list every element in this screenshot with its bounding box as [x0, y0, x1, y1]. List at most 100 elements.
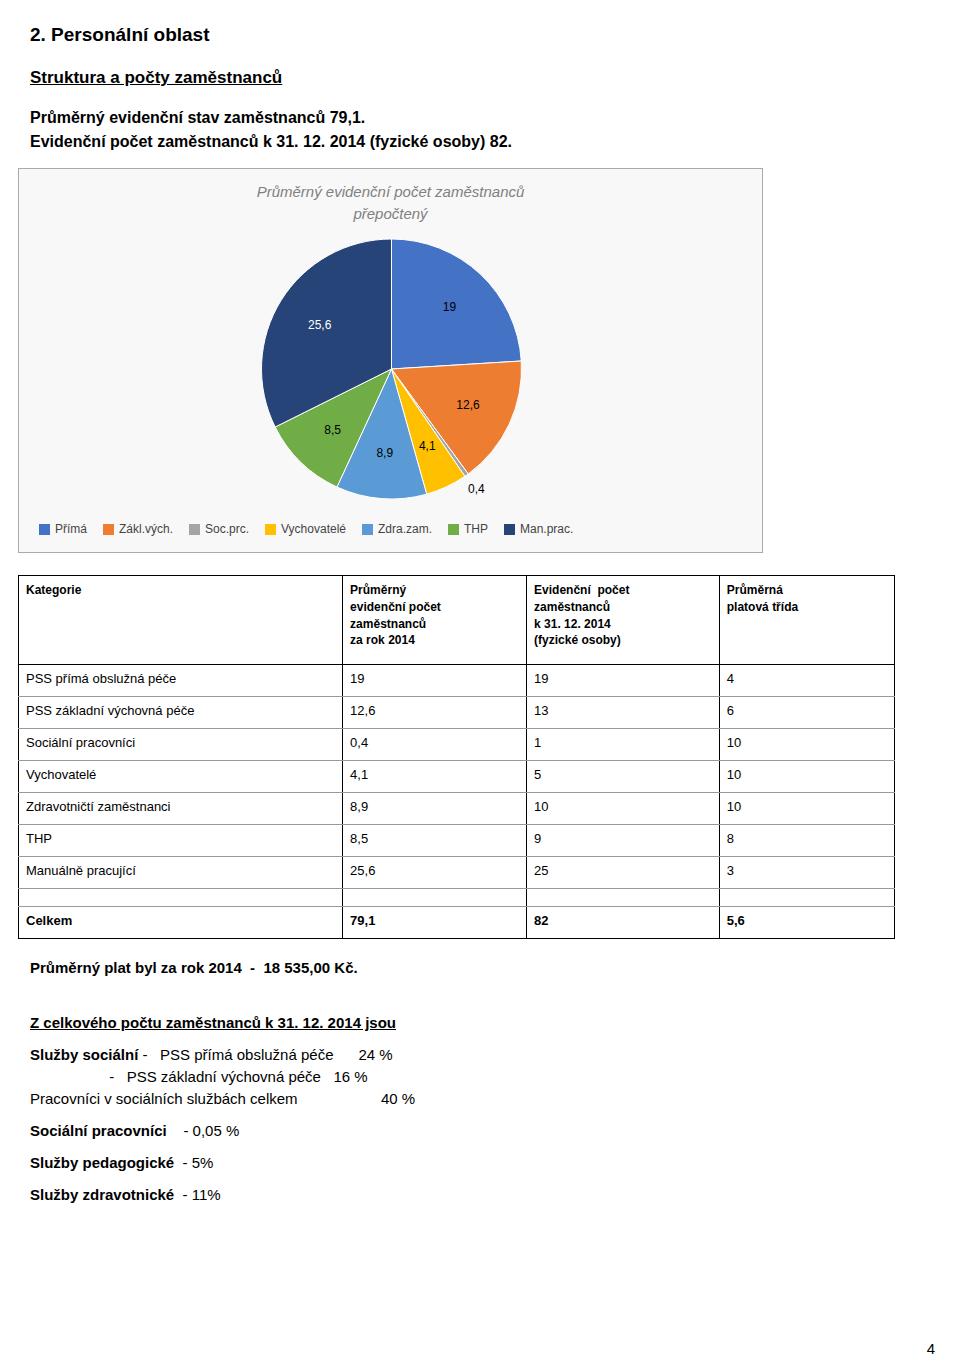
- legend-label: Přímá: [55, 522, 87, 536]
- table-spacer: [719, 889, 894, 907]
- table-header: Evidenční počet zaměstnanců k 31. 12. 20…: [527, 576, 720, 665]
- data-label: 19: [443, 300, 457, 314]
- legend-label: Soc.prc.: [205, 522, 249, 536]
- table-cell: Vychovatelé: [19, 761, 343, 793]
- note-line: Služby sociální - PSS přímá obslužná péč…: [30, 1046, 393, 1064]
- note-bold: Sociální pracovníci: [30, 1122, 167, 1139]
- table-cell: Sociální pracovníci: [19, 729, 343, 761]
- data-label: 8,9: [376, 446, 393, 460]
- table-cell: 8,5: [343, 825, 527, 857]
- table-cell: 3: [719, 857, 894, 889]
- data-label: 12,6: [456, 398, 480, 412]
- chart-title: Průměrný evidenční počet zaměstnanců: [19, 183, 762, 201]
- page-text: Z celkového počtu zaměstnanců k 31. 12. …: [30, 1014, 396, 1032]
- pie-slice: [262, 239, 392, 427]
- table-cell: 9: [527, 825, 720, 857]
- table-cell: 19: [527, 665, 720, 697]
- table-total-cell: 82: [527, 907, 720, 939]
- legend-swatch: [362, 524, 373, 535]
- table-cell: PSS základní výchovná péče: [19, 697, 343, 729]
- legend-item: Zdra.zam.: [362, 522, 432, 536]
- note-text: Pracovníci v sociálních službách celkem …: [30, 1090, 415, 1107]
- pie-slice: [392, 239, 522, 369]
- note-text: - 0,05 %: [167, 1122, 240, 1139]
- legend-label: Man.prac.: [520, 522, 573, 536]
- table-cell: 0,4: [343, 729, 527, 761]
- table-cell: PSS přímá obslužná péče: [19, 665, 343, 697]
- table-header: Průměrný evidenční počet zaměstnanců za …: [343, 576, 527, 665]
- legend: Přímá Zákl.vých. Soc.prc. Vychovatelé Zdra.z…: [39, 522, 742, 536]
- legend-swatch: [189, 524, 200, 535]
- legend-swatch: [504, 524, 515, 535]
- note-text: - 11%: [174, 1186, 220, 1203]
- note-text: - 5%: [174, 1154, 213, 1171]
- table-cell: 10: [719, 761, 894, 793]
- table-cell: Manuálně pracující: [19, 857, 343, 889]
- table-cell: 4: [719, 665, 894, 697]
- legend-label: Zdra.zam.: [378, 522, 432, 536]
- data-label: 25,6: [308, 318, 332, 332]
- table-cell: 8,9: [343, 793, 527, 825]
- legend-swatch: [448, 524, 459, 535]
- legend-label: Zákl.vých.: [119, 522, 173, 536]
- table-cell: 25: [527, 857, 720, 889]
- table-spacer: [19, 889, 343, 907]
- data-label: 0,4: [468, 482, 485, 496]
- pie-chart: 19 12,6 0,4 4,1 8,9 8,5 25,6: [19, 169, 764, 499]
- chart-box: Průměrný evidenční počet zaměstnanců přep…: [18, 168, 763, 553]
- table-cell: Zdravotničtí zaměstnanci: [19, 793, 343, 825]
- legend-swatch: [39, 524, 50, 535]
- legend-label: THP: [464, 522, 488, 536]
- table: KategoriePrůměrný evidenční počet zaměst…: [18, 575, 895, 939]
- table-cell: 10: [719, 793, 894, 825]
- legend-item: Zákl.vých.: [103, 522, 173, 536]
- legend-label: Vychovatelé: [281, 522, 346, 536]
- table-cell: 8: [719, 825, 894, 857]
- page-text: Evidenční počet zaměstnanců k 31. 12. 20…: [30, 132, 512, 151]
- table-cell: THP: [19, 825, 343, 857]
- table-total-cell: 5,6: [719, 907, 894, 939]
- table-total-cell: Celkem: [19, 907, 343, 939]
- slices: [262, 239, 522, 499]
- table-cell: 4,1: [343, 761, 527, 793]
- table-cell: 13: [527, 697, 720, 729]
- legend-swatch: [103, 524, 114, 535]
- legend-item: Man.prac.: [504, 522, 573, 536]
- note-bold: Služby sociální: [30, 1046, 138, 1063]
- note-text: - PSS základní výchovná péče 16 %: [30, 1068, 368, 1085]
- page-text: Průměrný evidenční stav zaměstnanců 79,1…: [30, 108, 365, 127]
- table-total-cell: 79,1: [343, 907, 527, 939]
- note-line: Pracovníci v sociálních službách celkem …: [30, 1090, 415, 1108]
- table-cell: 5: [527, 761, 720, 793]
- note-line: Služby zdravotnické - 11%: [30, 1186, 221, 1204]
- chart-subtitle: přepočtený: [19, 205, 762, 223]
- table-cell: 10: [719, 729, 894, 761]
- data-label: 4,1: [419, 439, 436, 453]
- table-spacer: [343, 889, 527, 907]
- table-cell: 6: [719, 697, 894, 729]
- slice-labels: 19 12,6 0,4 4,1 8,9 8,5 25,6: [308, 300, 485, 495]
- table-cell: 1: [527, 729, 720, 761]
- table-cell: 25,6: [343, 857, 527, 889]
- note-line: Služby pedagogické - 5%: [30, 1154, 213, 1172]
- legend-item: THP: [448, 522, 488, 536]
- legend-item: Přímá: [39, 522, 87, 536]
- table-cell: 12,6: [343, 697, 527, 729]
- table-header: Průměrná platová třída: [719, 576, 894, 665]
- legend-item: Vychovatelé: [265, 522, 346, 536]
- note-bold: Služby pedagogické: [30, 1154, 174, 1171]
- table-header: Kategorie: [19, 576, 343, 665]
- legend-item: Soc.prc.: [189, 522, 249, 536]
- page-title: 2. Personální oblast: [30, 24, 210, 47]
- page-text: Průměrný plat byl za rok 2014 - 18 535,0…: [30, 959, 358, 977]
- table-spacer: [527, 889, 720, 907]
- table-cell: 19: [343, 665, 527, 697]
- page-subtitle: Struktura a počty zaměstnanců: [30, 68, 282, 88]
- note-text: - PSS přímá obslužná péče 24 %: [138, 1046, 392, 1063]
- page-number: 4: [927, 1340, 935, 1358]
- data-label: 8,5: [324, 423, 341, 437]
- note-line: Sociální pracovníci - 0,05 %: [30, 1122, 239, 1140]
- table-cell: 10: [527, 793, 720, 825]
- note-line: - PSS základní výchovná péče 16 %: [30, 1068, 368, 1086]
- note-bold: Služby zdravotnické: [30, 1186, 174, 1203]
